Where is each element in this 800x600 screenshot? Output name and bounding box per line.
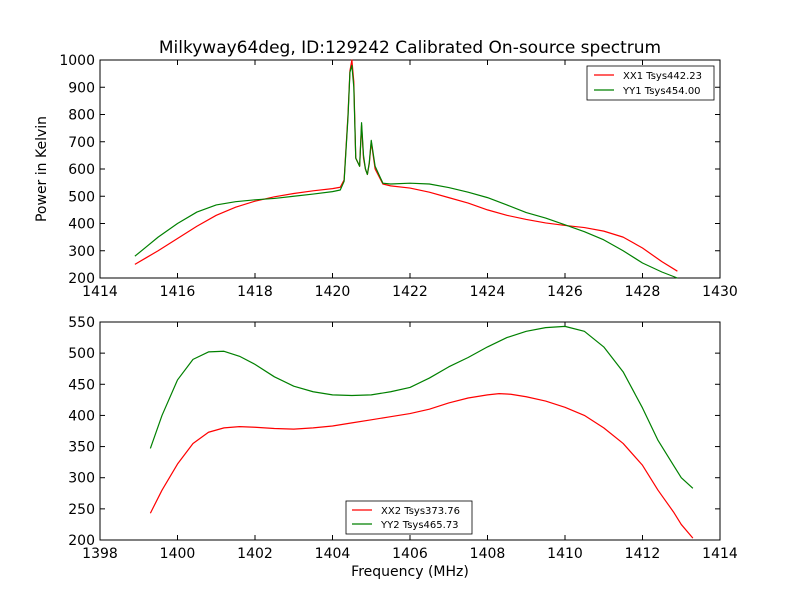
top-x-tick-label: 1424 [470,284,506,300]
bottom-series-line-xx [149,393,694,539]
bottom-y-tick-label: 300 [68,471,95,487]
bottom-y-tick-label: 400 [68,408,95,424]
top-x-tick-label: 1414 [82,284,118,300]
top-legend-box [586,65,715,101]
top-legend: XX1 Tsys442.23 YY1 Tsys454.00 [586,65,715,101]
top-x-tick-label: 1418 [237,284,273,300]
top-x-tick-label: 1420 [315,284,351,300]
bottom-y-tick-label: 200 [68,533,95,549]
top-y-axis-label: Power in Kelvin [34,116,50,222]
top-y-tick-label: 200 [68,271,95,287]
chart-title: Milkyway64deg, ID:129242 Calibrated On-s… [159,38,661,58]
bottom-x-axis-label: Frequency (MHz) [351,564,469,580]
bottom-legend-label-yy2: YY2 Tsys465.73 [380,520,459,531]
top-y-tick-label: 700 [68,135,95,151]
bottom-legend-box [345,500,473,535]
bottom-plot-lines [149,325,694,539]
top-y-tick-label: 900 [68,80,95,96]
bottom-x-tick-label: 1414 [702,546,738,562]
bottom-x-tick-label: 1410 [547,546,583,562]
top-y-tick-label: 800 [68,108,95,124]
bottom-y-tick-label: 550 [68,315,95,331]
top-series-line-yy [134,64,678,279]
bottom-y-tick-label: 250 [68,502,95,518]
bottom-y-tick-label: 500 [68,346,95,362]
bottom-y-tick-label: 350 [68,440,95,456]
top-x-tick-label: 1426 [547,284,583,300]
bottom-x-tick-label: 1398 [82,546,118,562]
bottom-series-line-yy [149,325,694,489]
top-y-tick-label: 1000 [59,53,95,69]
top-plot-lines [134,59,678,279]
top-x-tick-label: 1422 [392,284,428,300]
bottom-x-tick-label: 1408 [470,546,506,562]
bottom-y-tick-label: 450 [68,377,95,393]
top-x-tick-label: 1416 [160,284,196,300]
top-legend-label-yy1: YY1 Tsys454.00 [622,86,701,97]
bottom-plot-panel: 1398 1400 1402 1404 1406 1408 1410 1412 1414 200 2… [68,315,738,580]
top-y-tick-label: 600 [68,162,95,178]
bottom-x-tick-label: 1402 [237,546,273,562]
bottom-x-tick-label: 1412 [625,546,661,562]
bottom-x-tick-label: 1400 [160,546,196,562]
top-legend-label-xx1: XX1 Tsys442.23 [623,71,702,82]
top-x-tick-label: 1430 [702,284,738,300]
bottom-x-tick-label: 1406 [392,546,428,562]
bottom-legend: XX2 Tsys373.76 YY2 Tsys465.73 [345,500,473,535]
top-y-tick-label: 500 [68,189,95,205]
top-plot-panel: 1414 1416 1418 1420 1422 1424 1426 1428 1430 200 3… [34,53,738,300]
top-y-tick-label: 400 [68,217,95,233]
top-y-tick-label: 300 [68,244,95,260]
bottom-legend-label-xx2: XX2 Tsys373.76 [381,506,460,517]
bottom-axis-ticks: 1398 1400 1402 1404 1406 1408 1410 1412 1414 200 2… [68,315,738,562]
top-x-tick-label: 1428 [625,284,661,300]
top-axis-ticks: 1414 1416 1418 1420 1422 1424 1426 1428 1430 200 3… [59,53,737,300]
bottom-x-tick-label: 1404 [315,546,351,562]
